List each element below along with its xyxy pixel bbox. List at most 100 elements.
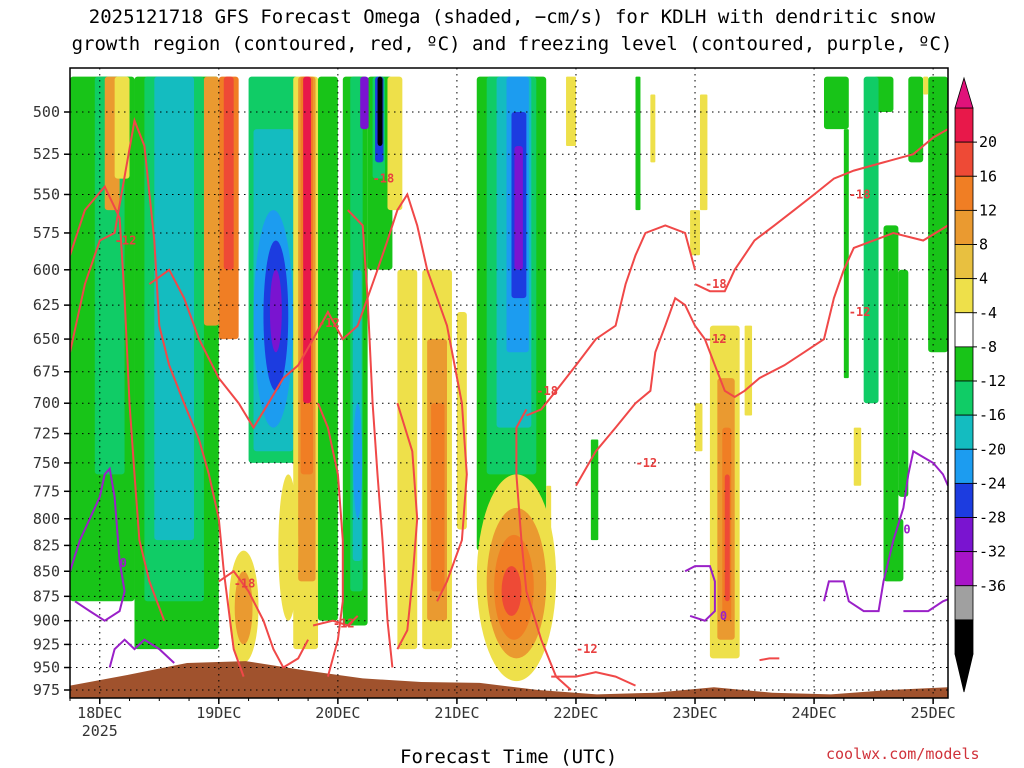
omega-shading-layer — [70, 76, 948, 682]
y-tick-label: 800 — [33, 510, 60, 528]
omega-region — [154, 76, 195, 541]
freezing-contour-label: 0 — [120, 556, 127, 570]
omega-region — [514, 145, 523, 270]
dendritic-contour — [396, 402, 419, 650]
y-tick-label: 625 — [33, 296, 60, 314]
y-tick-label: 825 — [33, 536, 60, 554]
omega-region — [724, 474, 730, 602]
dendritic-contour — [551, 671, 636, 687]
colorbar-top-arrow — [954, 76, 974, 109]
x-tick-label: 19DEC — [196, 704, 241, 722]
dendritic-contour-label: -12 — [705, 332, 727, 346]
omega-region — [397, 269, 418, 650]
colorbar-label: -16 — [979, 406, 1006, 424]
dendritic-contour — [515, 408, 572, 691]
chart-title-line2: growth region (contoured, red, ºC) and f… — [71, 33, 953, 55]
omega-region — [923, 76, 929, 95]
y-tick-label: 700 — [33, 394, 60, 412]
colorbar-label: -24 — [979, 474, 1006, 492]
omega-region — [744, 325, 753, 416]
freezing-contour — [823, 449, 948, 613]
omega-region — [303, 76, 312, 404]
x-axis-title: Forecast Time (UTC) — [400, 746, 618, 768]
dendritic-contour-label: -12 — [318, 316, 340, 330]
y-tick-label: 500 — [33, 103, 60, 121]
omega-region — [898, 269, 909, 497]
omega-region — [590, 439, 599, 541]
dendritic-contour — [70, 184, 166, 622]
omega-region — [843, 129, 849, 379]
dendritic-contour — [218, 569, 309, 669]
y-tick-label: 900 — [33, 612, 60, 630]
y-axis: 500 525 550 575 600 625 650 675 700 725 750 775 800 8… — [33, 103, 70, 699]
freezing-contour-label: 0 — [903, 523, 910, 537]
colorbar-bottom-arrow — [954, 653, 974, 693]
omega-region — [456, 312, 467, 530]
gridlines — [70, 68, 948, 698]
y-tick-label: 675 — [33, 363, 60, 381]
y-tick-label: 775 — [33, 482, 60, 500]
freezing-contour — [684, 565, 716, 622]
colorbar-swatch — [954, 312, 974, 348]
dendritic-contour — [347, 209, 394, 668]
omega-region — [377, 76, 383, 146]
dendritic-contour — [317, 402, 344, 677]
colorbar-swatch — [954, 141, 974, 177]
colorbar-label: -4 — [979, 304, 997, 322]
dendritic-contour-label: -18 — [373, 172, 395, 186]
colorbar-swatch — [954, 414, 974, 450]
dendritic-contour-label: -12 — [635, 456, 657, 470]
terrain — [70, 661, 948, 698]
x-tick-label: 24DEC — [791, 704, 836, 722]
freezing-contour — [903, 598, 948, 613]
colorbar-swatch — [954, 448, 974, 484]
dendritic-contour — [312, 615, 359, 627]
x-tick-label: 18DEC — [77, 704, 122, 722]
omega-region — [353, 403, 363, 519]
dendritic-contour — [70, 116, 245, 677]
y-tick-label: 525 — [33, 145, 60, 163]
omega-region — [928, 76, 948, 353]
x-tick-label: 25DEC — [911, 704, 956, 722]
y-tick-label: 575 — [33, 224, 60, 242]
colorbar-swatch — [954, 585, 974, 621]
x-tick-label: 21DEC — [434, 704, 479, 722]
colorbar-label: 16 — [979, 167, 997, 185]
dendritic-contour-label: -18 — [849, 187, 871, 201]
dendritic-contour-label: -12 — [576, 642, 598, 656]
x-axis: 18DEC 19DEC 20DEC 21DEC 22DEC 23DEC 24DEC 25DEC… — [69, 698, 956, 740]
dendritic-contour — [694, 128, 948, 293]
dendritic-contour-label: -18 — [536, 384, 558, 398]
colorbar-label: 8 — [979, 236, 988, 254]
omega-region — [546, 485, 552, 582]
omega-region — [908, 76, 924, 163]
colorbar-swatch — [954, 346, 974, 382]
omega-region — [650, 94, 656, 163]
omega-region — [114, 76, 130, 179]
colorbar-label: 12 — [979, 201, 997, 219]
credit-link[interactable]: coolwx.com/models — [826, 745, 980, 763]
dendritic-contour-label: -12 — [115, 233, 137, 247]
colorbar-swatch — [954, 209, 974, 245]
x-tick-label: 20DEC — [315, 704, 360, 722]
y-tick-label: 875 — [33, 587, 60, 605]
chart-title-line1: 2025121718 GFS Forecast Omega (shaded, −… — [88, 6, 936, 28]
omega-region — [431, 403, 445, 592]
colorbar-swatch — [954, 175, 974, 211]
colorbar-label: -20 — [979, 440, 1006, 458]
colorbar-swatch — [954, 278, 974, 314]
omega-region — [635, 76, 641, 211]
terrain-layer — [70, 661, 948, 698]
dendritic-contour-label: -18 — [705, 277, 727, 291]
omega-region — [269, 269, 282, 353]
plot-frame — [69, 67, 949, 699]
colorbar-swatch — [954, 380, 974, 416]
x-tick-label: 23DEC — [672, 704, 717, 722]
colorbar-swatch — [954, 619, 974, 655]
colorbar: 20 16 12 8 4 -4 -8 -12 -16 -20 -24 -28 -32 -36 — [954, 76, 1006, 693]
y-tick-label: 975 — [33, 681, 60, 699]
y-tick-label: 725 — [33, 425, 60, 443]
omega-region — [360, 76, 369, 130]
omega-region — [501, 566, 522, 616]
y-tick-label: 850 — [33, 562, 60, 580]
